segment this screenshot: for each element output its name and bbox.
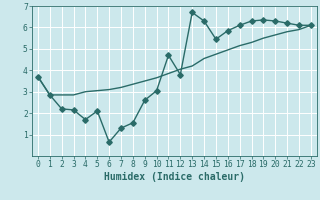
X-axis label: Humidex (Indice chaleur): Humidex (Indice chaleur): [104, 172, 245, 182]
